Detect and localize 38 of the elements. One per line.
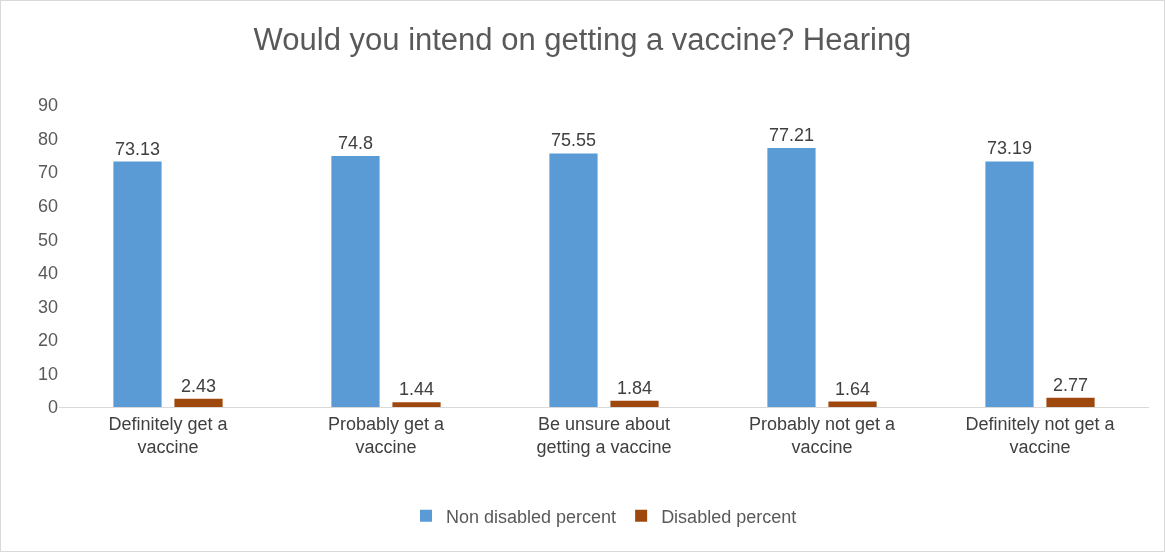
y-tick-label: 0 (47, 397, 58, 418)
data-label: 75.55 (550, 130, 596, 151)
bar (610, 400, 659, 407)
y-tick-label: 20 (37, 330, 58, 351)
data-label: 1.44 (399, 379, 435, 400)
bar (174, 398, 223, 407)
data-label: 1.84 (617, 377, 653, 398)
y-tick-label: 70 (37, 162, 58, 183)
x-tick-label: Probably get a vaccine (327, 413, 446, 457)
bar (113, 161, 162, 407)
x-tick-label: Definitely get a vaccine (108, 413, 229, 457)
data-label: 74.8 (337, 133, 373, 153)
data-label: 2.77 (1053, 374, 1089, 395)
x-tick-label: Definitely not get a vaccine (965, 413, 1116, 457)
bar (985, 161, 1034, 407)
y-tick-label: 40 (37, 263, 58, 284)
data-label: 1.64 (835, 378, 871, 399)
y-tick-label: 60 (37, 195, 58, 216)
data-label: 2.43 (181, 375, 217, 396)
x-tick-label: Probably not get a vaccine (748, 413, 897, 457)
chart-title: Would you intend on getting a vaccine? Hearing (253, 22, 912, 58)
bar (549, 153, 598, 407)
y-tick-label: 50 (37, 229, 58, 250)
bar (767, 147, 816, 407)
y-tick-label: 10 (37, 363, 58, 384)
bar (1046, 397, 1095, 407)
bar (331, 156, 380, 407)
legend-label: Disabled percent (661, 506, 797, 527)
y-tick-label: 90 (37, 95, 58, 116)
bar (828, 401, 877, 407)
legend-label: Non disabled percent (446, 506, 617, 527)
y-tick-label: 30 (37, 296, 58, 317)
data-label: 77.21 (768, 124, 814, 145)
data-label: 73.13 (114, 138, 160, 159)
bar (392, 402, 441, 407)
y-tick-label: 80 (37, 128, 58, 149)
x-tick-label: Be unsure about getting a vaccine (536, 413, 672, 457)
data-label: 73.19 (986, 138, 1032, 159)
